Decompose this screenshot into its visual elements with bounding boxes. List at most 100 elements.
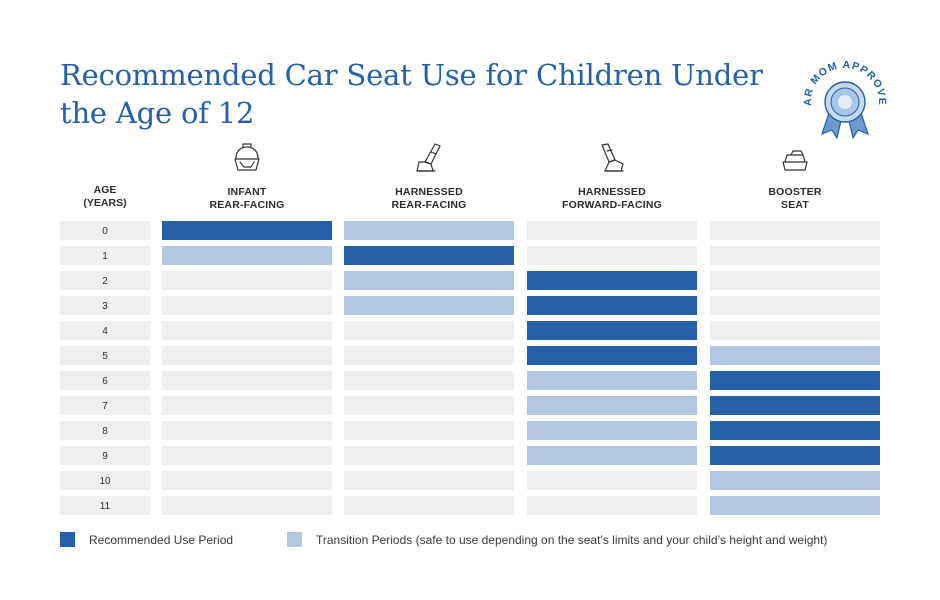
cell-3-age-3-none xyxy=(710,296,880,315)
cell-0-age-10-none xyxy=(162,471,332,490)
cell-2-age-4-recommended xyxy=(527,321,697,340)
age-header-line1: AGE xyxy=(93,184,117,196)
cell-3-age-10-transition xyxy=(710,471,880,490)
age-label-10: 10 xyxy=(99,476,111,487)
age-cell-5 xyxy=(60,346,150,365)
cell-0-age-4-none xyxy=(162,321,332,340)
age-label-3: 3 xyxy=(102,301,108,312)
cell-2-age-8-transition xyxy=(527,421,697,440)
cell-0-age-1-transition xyxy=(162,246,332,265)
cell-1-age-4-none xyxy=(344,321,514,340)
age-cell-2 xyxy=(60,271,150,290)
cell-3-age-0-none xyxy=(710,221,880,240)
column-header-harnessed-rear-facing: HARNESSED REAR-FACING xyxy=(344,140,514,212)
cell-1-age-9-none xyxy=(344,446,514,465)
cell-1-age-10-none xyxy=(344,471,514,490)
cell-1-age-5-none xyxy=(344,346,514,365)
cell-0-age-2-none xyxy=(162,271,332,290)
forward-facing-seat-icon xyxy=(601,143,624,172)
cell-1-age-7-none xyxy=(344,396,514,415)
age-label-6: 6 xyxy=(102,376,108,387)
infant-label-line2: REAR-FACING xyxy=(209,199,285,211)
cell-0-age-9-none xyxy=(162,446,332,465)
age-cell-0 xyxy=(60,221,150,240)
cell-0-age-6-none xyxy=(162,371,332,390)
age-cell-11 xyxy=(60,496,150,515)
cell-3-age-2-none xyxy=(710,271,880,290)
legend-label-transition: Transition Periods (safe to use dependin… xyxy=(316,532,828,547)
cell-3-age-11-transition xyxy=(710,496,880,515)
column-header-infant-rear-facing: INFANT REAR-FACING xyxy=(162,140,332,212)
age-cell-6 xyxy=(60,371,150,390)
infant-seat-icon xyxy=(234,143,260,171)
cell-2-age-3-recommended xyxy=(527,296,697,315)
age-cell-7 xyxy=(60,396,150,415)
column-header-booster-seat: BOOSTER SEAT xyxy=(710,140,880,212)
cell-1-age-11-none xyxy=(344,496,514,515)
age-cell-9 xyxy=(60,446,150,465)
age-cell-8 xyxy=(60,421,150,440)
harnessed-rear-label-line2: REAR-FACING xyxy=(391,199,467,211)
cell-1-age-8-none xyxy=(344,421,514,440)
legend-transition: Transition Periods (safe to use dependin… xyxy=(287,532,827,547)
cell-0-age-7-none xyxy=(162,396,332,415)
cell-1-age-0-transition xyxy=(344,221,514,240)
cell-2-age-10-none xyxy=(527,471,697,490)
cell-3-age-9-recommended xyxy=(710,446,880,465)
chart-title: Recommended Car Seat Use for Children Un… xyxy=(60,58,763,130)
cell-2-age-6-transition xyxy=(527,371,697,390)
column-header-harnessed-forward-facing: HARNESSED FORWARD-FACING xyxy=(527,140,697,212)
cell-1-age-6-none xyxy=(344,371,514,390)
booster-label-line1: BOOSTER xyxy=(768,186,822,198)
cell-3-age-8-recommended xyxy=(710,421,880,440)
cell-0-age-8-none xyxy=(162,421,332,440)
age-label-5: 5 xyxy=(102,351,108,362)
legend-swatch-transition xyxy=(287,532,302,547)
legend-recommended: Recommended Use Period xyxy=(60,532,233,547)
cell-1-age-2-transition xyxy=(344,271,514,290)
cell-2-age-0-none xyxy=(527,221,697,240)
age-cell-1 xyxy=(60,246,150,265)
age-cell-4 xyxy=(60,321,150,340)
cell-2-age-7-transition xyxy=(527,396,697,415)
cell-1-age-1-recommended xyxy=(344,246,514,265)
cell-2-age-9-transition xyxy=(527,446,697,465)
harnessed-forward-label-line2: FORWARD-FACING xyxy=(561,199,663,211)
age-header-line2: (YEARS) xyxy=(83,197,127,209)
cell-0-age-11-none xyxy=(162,496,332,515)
age-label-2: 2 xyxy=(102,276,108,287)
age-label-11: 11 xyxy=(100,501,111,512)
age-cell-3 xyxy=(60,296,150,315)
age-label-7: 7 xyxy=(102,401,108,412)
age-column-header: AGE (YEARS) xyxy=(60,184,150,210)
rear-facing-seat-icon xyxy=(416,143,441,172)
age-label-4: 4 xyxy=(102,326,108,337)
cell-3-age-1-none xyxy=(710,246,880,265)
booster-seat-icon xyxy=(782,150,808,171)
cell-2-age-1-none xyxy=(527,246,697,265)
cell-3-age-7-recommended xyxy=(710,396,880,415)
cell-2-age-11-none xyxy=(527,496,697,515)
age-label-8: 8 xyxy=(102,426,108,437)
age-label-9: 9 xyxy=(102,451,108,462)
cell-0-age-0-recommended xyxy=(162,221,332,240)
legend-label-recommended: Recommended Use Period xyxy=(89,532,234,547)
age-cell-10 xyxy=(60,471,150,490)
infant-label-line1: INFANT xyxy=(227,186,267,198)
harnessed-rear-label-line1: HARNESSED xyxy=(395,186,463,198)
cell-2-age-5-recommended xyxy=(527,346,697,365)
cell-0-age-5-none xyxy=(162,346,332,365)
harnessed-forward-label-line1: HARNESSED xyxy=(578,186,646,198)
cell-3-age-6-recommended xyxy=(710,371,880,390)
cell-1-age-3-transition xyxy=(344,296,514,315)
cell-2-age-2-recommended xyxy=(527,271,697,290)
cell-3-age-4-none xyxy=(710,321,880,340)
booster-label-line2: SEAT xyxy=(780,199,810,211)
car-mom-approved-badge: CAR MOM APPROVED xyxy=(790,50,887,140)
legend-swatch-recommended xyxy=(60,532,75,547)
cell-0-age-3-none xyxy=(162,296,332,315)
cell-3-age-5-transition xyxy=(710,346,880,365)
age-label-0: 0 xyxy=(102,226,108,237)
age-label-1: 1 xyxy=(102,251,108,262)
